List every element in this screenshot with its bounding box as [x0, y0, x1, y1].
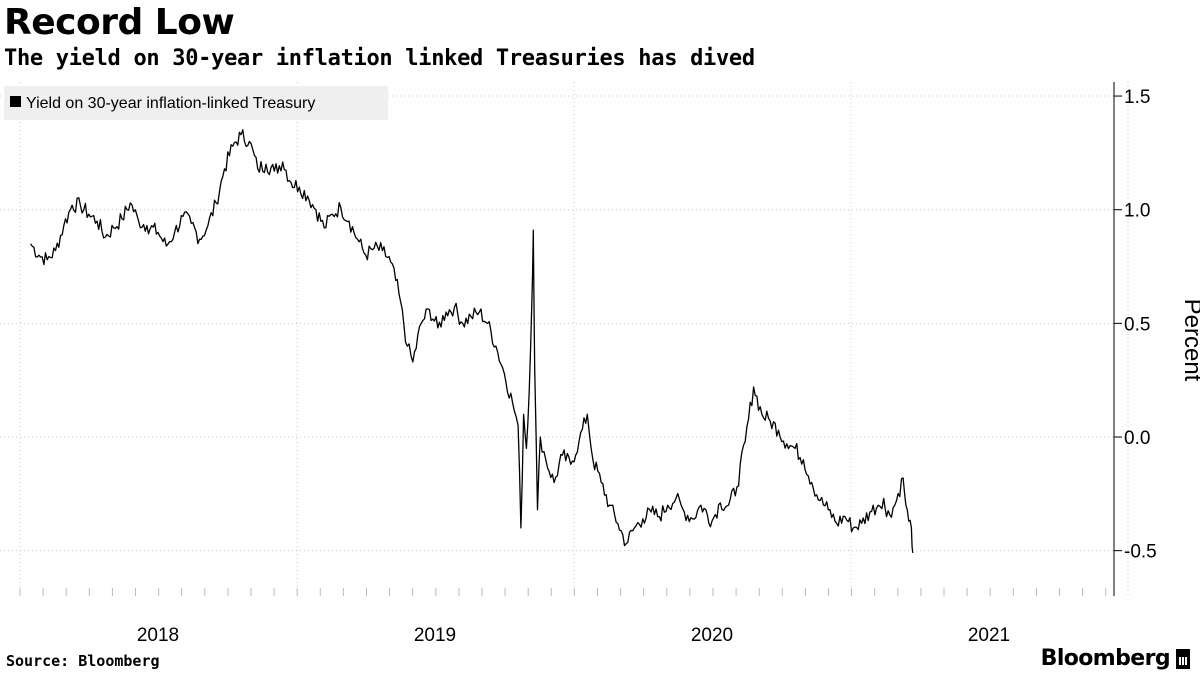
x-axis: 2018 2019 2020 2021 [19, 588, 1107, 646]
source-note: Source: Bloomberg [6, 652, 160, 670]
x-tick-label: 2021 [968, 625, 1010, 646]
terminal-icon [1176, 648, 1190, 669]
brand-wordmark: Bloomberg [1040, 646, 1171, 671]
legend: Yield on 30-year inflation-linked Treasu… [4, 86, 388, 120]
x-tick-label: 2020 [691, 625, 733, 646]
y-tick-label: 1.5 [1124, 87, 1150, 108]
y-axis: 1.5 1.0 0.5 0.0 -0.5 [1113, 82, 1157, 596]
y-tick-label: -0.5 [1124, 542, 1157, 563]
legend-swatch [10, 96, 21, 107]
chart-title: Record Low [4, 2, 235, 43]
bloomberg-logo: Bloomberg [1041, 646, 1190, 671]
y-tick-label: 1.0 [1124, 201, 1150, 222]
series-line [30, 129, 914, 553]
legend-background [4, 86, 388, 120]
y-tick-label: 0.5 [1124, 314, 1150, 335]
y-axis-label: Percent [1179, 299, 1200, 382]
x-tick-label: 2019 [414, 625, 456, 646]
x-tick-label: 2018 [137, 625, 179, 646]
legend-label: Yield on 30-year inflation-linked Treasu… [26, 95, 315, 112]
grid-lines [0, 82, 1129, 596]
chart-subtitle: The yield on 30-year inflation linked Tr… [4, 46, 755, 71]
y-tick-label: 0.0 [1124, 428, 1150, 449]
